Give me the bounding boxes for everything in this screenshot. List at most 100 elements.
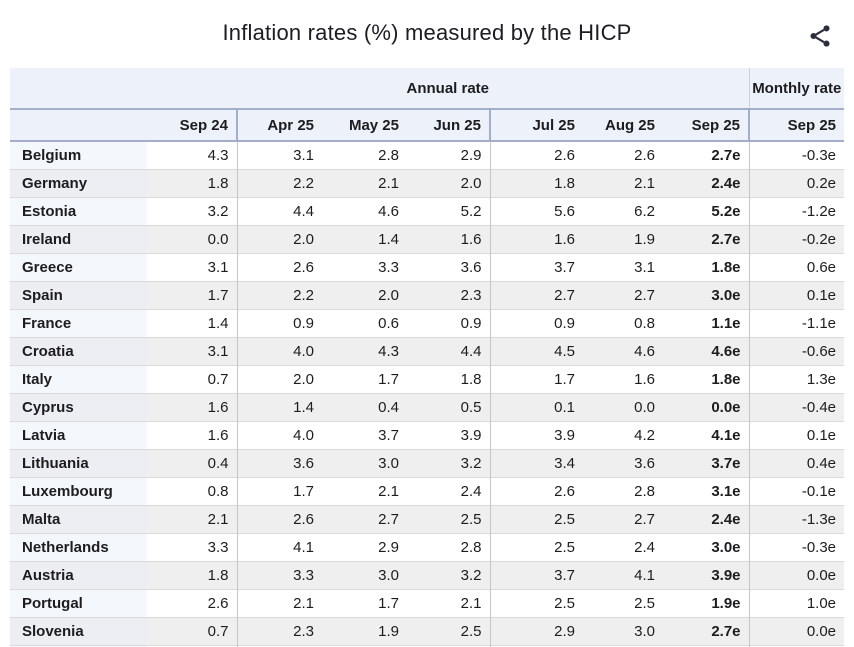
value-cell: 3.0 [378, 567, 399, 584]
value-cell: 2.1 [236, 589, 322, 618]
country-cell: Italy [10, 365, 147, 394]
table-row: Ireland 0.0 2.0 1.4 1.6 1.6 1.9 2.7e -0.2e [10, 225, 845, 254]
value-cell: 3.7 [489, 253, 583, 282]
country-cell: Greece [10, 253, 147, 282]
value-cell: 2.8 [460, 539, 482, 556]
value-cell: 1.9 [634, 231, 655, 248]
table-row: Lithuania 0.4 3.6 3.0 3.2 3.4 3.6 3.7e 0.4e [10, 449, 845, 478]
value-cell: 2.4 [634, 539, 655, 556]
value-cell: 3.1e [711, 483, 741, 500]
value-cell: 0.6 [378, 315, 399, 332]
value-cell: 0.8 [207, 483, 229, 500]
value-cell: 0.2e [748, 169, 845, 198]
country-cell: Germany [10, 169, 147, 198]
value-cell: 1.8 [207, 567, 229, 584]
value-cell: 2.5 [489, 505, 583, 534]
value-cell: 1.3e [748, 365, 845, 394]
table-row: Luxembourg 0.8 1.7 2.1 2.4 2.6 2.8 3.1e -0.1e [10, 477, 845, 506]
share-icon [806, 23, 834, 49]
value-cell: 2.5 [489, 533, 583, 562]
value-cell: 1.7 [378, 595, 399, 612]
value-cell: 1.1e [711, 315, 741, 332]
table-row: Latvia 1.6 4.0 3.7 3.9 3.9 4.2 4.1e 0.1e [10, 421, 845, 450]
value-cell: 1.7 [489, 365, 583, 394]
table-container: Annual rate Monthly rate Sep 24 Apr 25 May… [10, 68, 845, 647]
value-cell: 4.0 [236, 421, 322, 450]
country-cell: Portugal [10, 589, 147, 618]
value-cell: 3.7e [711, 455, 741, 472]
value-cell: 4.4 [460, 343, 482, 360]
month-header: Aug 25 [583, 108, 663, 142]
value-cell: 1.4 [378, 231, 399, 248]
share-button[interactable] [806, 22, 834, 50]
value-cell: 2.6 [236, 505, 322, 534]
value-cell: -0.1e [748, 477, 845, 506]
value-cell: 4.6e [711, 343, 741, 360]
table-row: Portugal 2.6 2.1 1.7 2.1 2.5 2.5 1.9e 1.0e [10, 589, 845, 618]
value-cell: 3.6 [634, 455, 655, 472]
value-cell: 2.1 [460, 595, 482, 612]
country-cell: Slovenia [10, 617, 147, 646]
month-header: Jun 25 [407, 108, 490, 142]
value-cell: 0.5 [460, 399, 482, 416]
value-cell: 2.9 [378, 539, 399, 556]
table-row: Slovakia2.93.94.34.64.64.44.6e0.2e [10, 645, 845, 647]
annual-rate-header: Annual rate [147, 68, 750, 109]
country-cell: Austria [10, 561, 147, 590]
value-cell: 3.3 [207, 539, 229, 556]
value-cell: 2.3 [236, 617, 322, 646]
value-cell: 0.8 [634, 315, 655, 332]
value-cell: 1.9 [378, 623, 399, 640]
table-row: Austria 1.8 3.3 3.0 3.2 3.7 4.1 3.9e 0.0e [10, 561, 845, 590]
value-cell: 3.9 [460, 427, 482, 444]
value-cell: 2.5 [460, 511, 482, 528]
value-cell: 2.7e [711, 147, 741, 164]
value-cell: 2.7e [711, 623, 741, 640]
value-cell: 4.4 [236, 197, 322, 226]
table-row: Croatia 3.1 4.0 4.3 4.4 4.5 4.6 4.6e -0.6e [10, 337, 845, 366]
table-row: Cyprus 1.6 1.4 0.4 0.5 0.1 0.0 0.0e -0.4e [10, 393, 845, 422]
country-cell: Ireland [10, 225, 147, 254]
value-cell: 2.6 [634, 147, 655, 164]
table-row: Netherlands 3.3 4.1 2.9 2.8 2.5 2.4 3.0e -0.3e [10, 533, 845, 562]
value-cell: 2.4e [711, 175, 741, 192]
value-cell: 5.2 [460, 203, 482, 220]
value-cell: 4.1e [711, 427, 741, 444]
value-cell: 0.9 [460, 315, 482, 332]
value-cell: 1.7 [236, 477, 322, 506]
value-cell: 3.9 [236, 645, 322, 647]
value-cell: 1.6 [460, 231, 482, 248]
table-header: Annual rate Monthly rate Sep 24 Apr 25 May… [10, 68, 845, 142]
value-cell: 2.5 [634, 595, 655, 612]
value-cell: 2.1 [378, 483, 399, 500]
country-cell: Slovakia [10, 645, 147, 647]
group-header-row: Annual rate Monthly rate [10, 68, 845, 109]
value-cell: 1.8 [489, 169, 583, 198]
value-cell: 3.6 [236, 449, 322, 478]
value-cell: -1.3e [748, 505, 845, 534]
corner-cell [10, 68, 147, 109]
value-cell: 3.2 [460, 455, 482, 472]
value-cell: 2.8 [634, 483, 655, 500]
value-cell: 1.6 [489, 225, 583, 254]
value-cell: 2.7 [378, 511, 399, 528]
value-cell: 1.4 [207, 315, 229, 332]
country-cell: Latvia [10, 421, 147, 450]
value-cell: 3.7 [489, 561, 583, 590]
value-cell: 3.7 [378, 427, 399, 444]
value-cell: 1.6 [207, 399, 229, 416]
month-header-row: Sep 24 Apr 25 May 25 Jun 25 Jul 25 Aug 25 Sep … [10, 108, 845, 142]
value-cell: 4.6 [634, 343, 655, 360]
corner-cell [10, 108, 147, 142]
value-cell: -1.2e [748, 197, 845, 226]
month-header: Jul 25 [489, 108, 583, 142]
value-cell: 1.6 [634, 371, 655, 388]
value-cell: 2.7 [634, 511, 655, 528]
page-title: Inflation rates (%) measured by the HICP [222, 20, 632, 45]
value-cell: 1.4 [236, 393, 322, 422]
country-cell: Malta [10, 505, 147, 534]
value-cell: -0.2e [748, 225, 845, 254]
month-header: Apr 25 [236, 108, 322, 142]
value-cell: 2.7 [634, 287, 655, 304]
value-cell: 2.8 [378, 147, 399, 164]
